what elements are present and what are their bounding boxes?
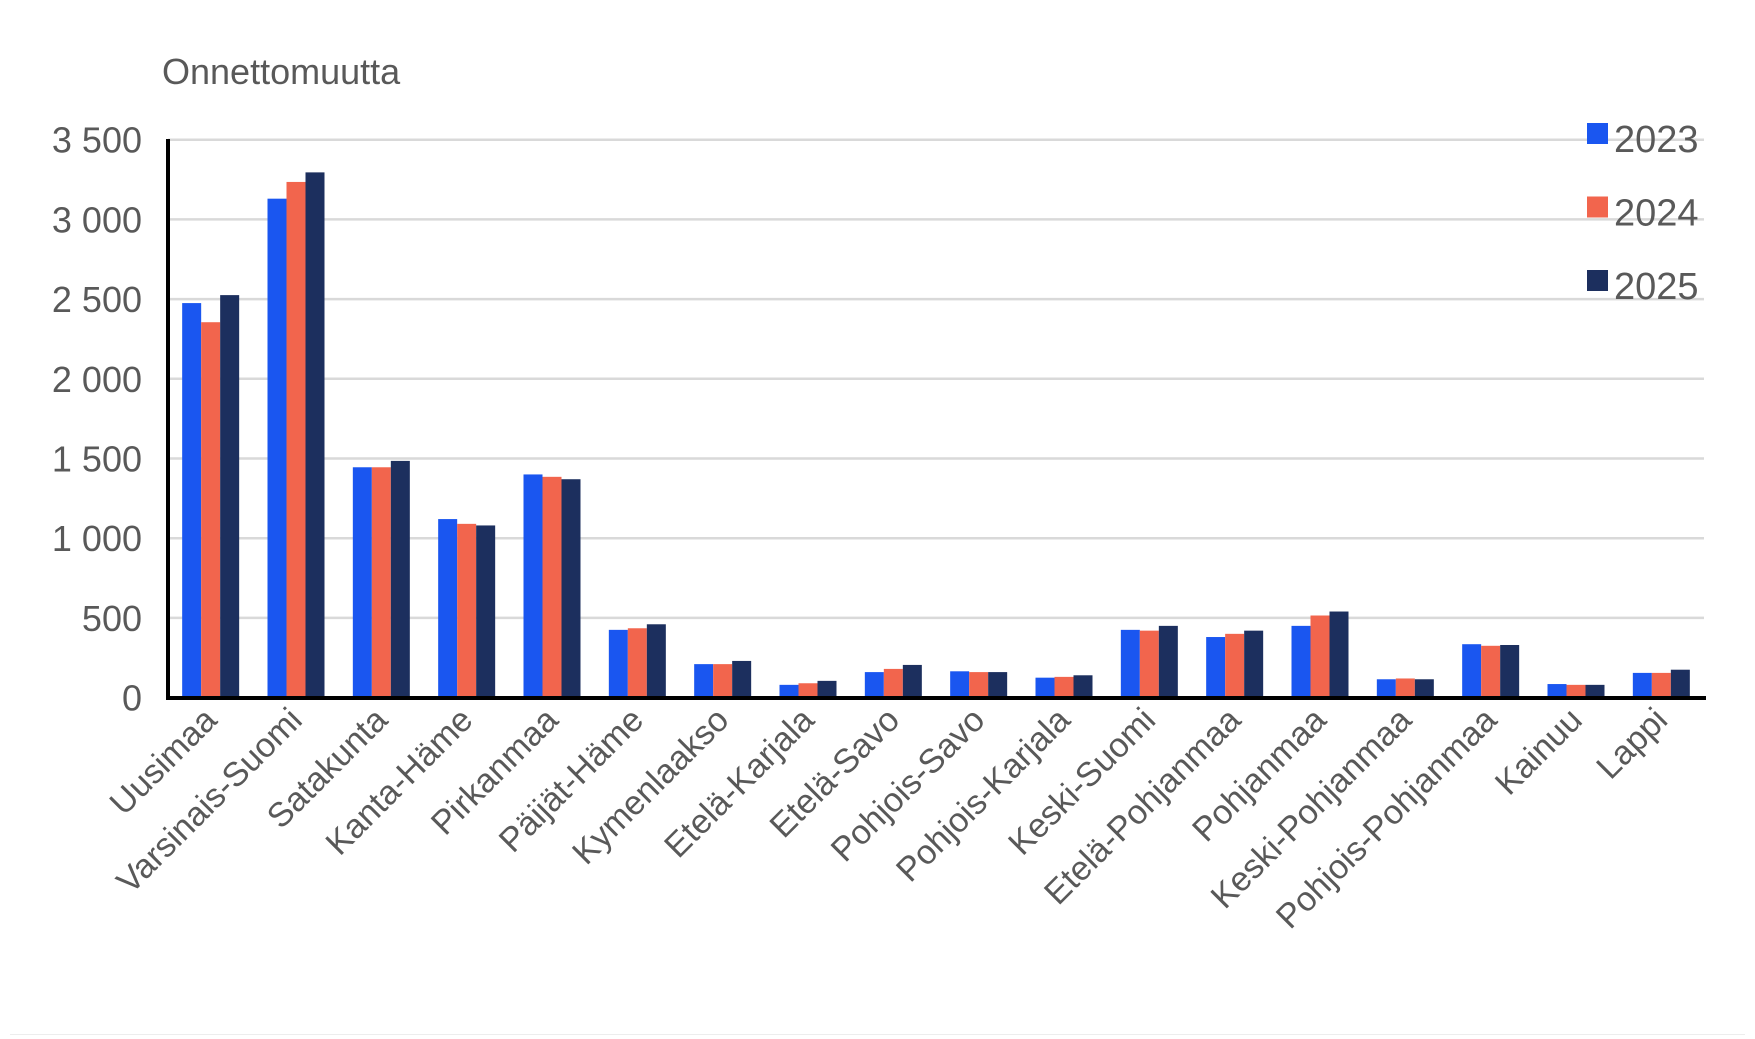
bar-group <box>608 624 666 698</box>
bar-2024 <box>969 672 989 698</box>
bar-2025 <box>988 672 1008 698</box>
bar-group <box>950 671 1008 698</box>
bar-group <box>267 172 325 698</box>
y-tick-label: 0 <box>122 678 142 719</box>
bar-group <box>1376 678 1434 698</box>
y-tick-label: 2 500 <box>52 279 142 320</box>
bar-group <box>864 664 922 698</box>
bar-2025 <box>1670 669 1690 698</box>
y-tick-label: 1 000 <box>52 518 142 559</box>
legend-item-2025: 2025 <box>1587 266 1699 308</box>
bar-2023 <box>1206 637 1226 698</box>
bar-group <box>1547 684 1605 698</box>
bar-group <box>1206 630 1264 698</box>
x-category-label: Lappi <box>1589 701 1675 787</box>
bar-2025 <box>561 479 581 698</box>
bar-2023 <box>352 467 372 698</box>
bar-group <box>352 460 410 698</box>
bar-2025 <box>1244 630 1264 698</box>
bar-group <box>438 519 496 698</box>
bar-group <box>182 295 240 698</box>
bar-2023 <box>1035 677 1055 698</box>
bar-2025 <box>390 460 410 698</box>
bar-2024 <box>1310 615 1330 698</box>
legend-swatch <box>1587 123 1608 144</box>
bar-2023 <box>523 474 543 698</box>
bar-2023 <box>864 672 884 698</box>
y-tick-label: 2 000 <box>52 359 142 400</box>
bar-2024 <box>1395 678 1415 698</box>
bar-group <box>1035 675 1093 698</box>
bar-2025 <box>1585 684 1605 698</box>
x-axis-category-labels: UusimaaVarsinais-SuomiSatakuntaKanta-Häm… <box>103 701 1675 936</box>
bar-2025 <box>476 525 496 698</box>
bar-2023 <box>182 303 202 698</box>
y-axis-title: Onnettomuutta <box>162 51 401 92</box>
bar-2024 <box>1054 676 1074 698</box>
bar-2024 <box>286 181 306 698</box>
bar-group <box>1120 625 1178 698</box>
bar-2023 <box>267 198 287 698</box>
bar-2024 <box>201 322 221 698</box>
x-category-label: Kainuu <box>1488 701 1590 803</box>
bar-2025 <box>902 664 922 698</box>
bar-2025 <box>732 660 752 698</box>
bar-2024 <box>713 664 733 698</box>
bar-2024 <box>1651 672 1671 698</box>
bar-group <box>523 474 581 698</box>
bar-2024 <box>1225 633 1245 698</box>
bar-2023 <box>438 519 458 698</box>
bar-2024 <box>1481 645 1501 698</box>
y-tick-label: 1 500 <box>52 439 142 480</box>
bar-group <box>779 680 837 698</box>
y-tick-label: 3 500 <box>52 120 142 161</box>
legend-label: 2023 <box>1614 119 1699 161</box>
bar-2023 <box>1547 684 1567 698</box>
y-axis-tick-labels: 0 500 1 000 1 500 2 000 2 500 3 000 3 500 <box>52 120 142 719</box>
legend-swatch <box>1587 270 1608 291</box>
bar-2024 <box>1139 630 1159 698</box>
bar-2024 <box>542 476 562 698</box>
gridlines <box>168 138 1704 620</box>
legend: 2023 2024 2025 <box>1587 119 1699 308</box>
bar-2025 <box>1414 679 1434 698</box>
bar-2024 <box>627 628 647 698</box>
bar-2024 <box>371 467 391 698</box>
bar-2024 <box>1566 684 1586 698</box>
legend-item-2024: 2024 <box>1587 193 1699 235</box>
bar-2025 <box>220 295 240 698</box>
bar-2023 <box>694 664 714 698</box>
legend-label: 2025 <box>1614 266 1699 308</box>
bar-2023 <box>1120 629 1140 698</box>
bar-group <box>1291 611 1349 698</box>
bar-2025 <box>1158 625 1178 698</box>
bar-group <box>1462 644 1520 698</box>
bar-2025 <box>1329 611 1349 698</box>
bar-2023 <box>1632 672 1652 698</box>
bar-2023 <box>1376 679 1396 698</box>
bar-2023 <box>1291 625 1311 698</box>
bar-2024 <box>883 668 903 698</box>
bottom-border <box>10 1034 1745 1035</box>
y-tick-label: 3 000 <box>52 199 142 240</box>
legend-label: 2024 <box>1614 193 1699 235</box>
bar-2025 <box>646 624 666 698</box>
bar-2025 <box>1500 644 1520 698</box>
bar-2025 <box>1073 675 1093 698</box>
bar-2025 <box>817 680 837 698</box>
bar-2023 <box>950 671 970 698</box>
bars <box>182 172 1690 698</box>
bar-2023 <box>1462 644 1482 698</box>
bar-2024 <box>457 523 477 698</box>
legend-swatch <box>1587 196 1608 218</box>
bar-2023 <box>779 684 799 698</box>
bar-2024 <box>798 683 818 698</box>
bar-2025 <box>305 172 325 698</box>
bar-2023 <box>608 629 628 698</box>
bar-group <box>1632 669 1690 698</box>
legend-item-2023: 2023 <box>1587 119 1699 161</box>
bar-group <box>694 660 752 698</box>
y-tick-label: 500 <box>82 598 142 639</box>
